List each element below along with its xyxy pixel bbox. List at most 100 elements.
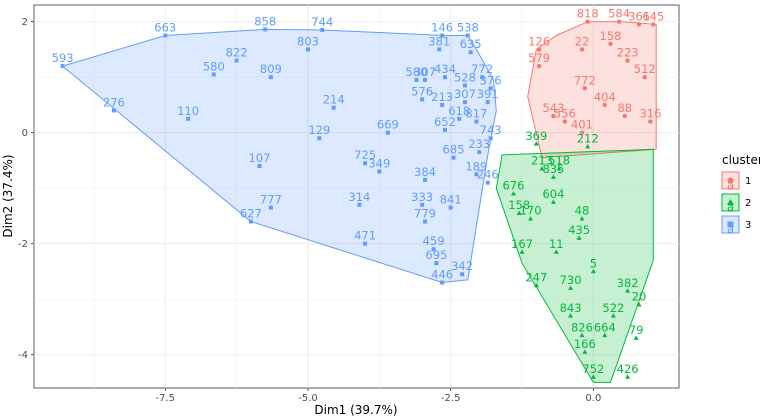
point-marker (516, 210, 522, 215)
point-marker (602, 102, 607, 108)
point-marker (568, 285, 574, 290)
point-marker (111, 108, 116, 113)
point-marker (263, 27, 268, 32)
point-label: 725 (354, 148, 376, 162)
point-label: 391 (477, 87, 499, 101)
point-label: 528 (454, 70, 476, 84)
point-label: 146 (431, 21, 453, 35)
point-marker (539, 166, 545, 171)
legend-label-3: 3 (745, 220, 751, 231)
point-label: 669 (377, 118, 399, 132)
point-label: 189 (465, 159, 487, 173)
point-label: 11 (549, 237, 564, 251)
point-marker (434, 261, 439, 266)
point-marker (422, 177, 427, 182)
point-label: 426 (617, 362, 639, 376)
point-marker (431, 247, 436, 252)
point-marker (457, 116, 462, 121)
point-label: 676 (502, 179, 524, 193)
legend-marker (727, 177, 734, 184)
point-marker (585, 143, 591, 149)
point-marker (317, 136, 322, 141)
legend-label-2: 2 (745, 198, 751, 209)
point-label: 369 (525, 129, 547, 143)
x-tick-label: -5.0 (298, 393, 318, 404)
point-label: 664 (594, 320, 616, 334)
point-label: 635 (460, 37, 482, 51)
point-marker (590, 268, 596, 274)
point-label: 543 (542, 101, 564, 115)
point-marker (651, 22, 656, 27)
point-marker (420, 202, 425, 207)
plot-panel (33, 4, 680, 389)
y-tick-label: 0 (22, 128, 28, 139)
point-marker (550, 174, 556, 179)
point-marker (377, 169, 382, 174)
point-marker (550, 199, 556, 204)
point-label: 307 (414, 65, 436, 79)
point-marker (519, 249, 525, 254)
point-marker (60, 64, 65, 69)
point-label: 307 (454, 87, 476, 101)
point-label: 166 (574, 337, 596, 351)
point-labels: 593 663 858 744 146 538 822 803 381 635 580 809 276 1… (52, 7, 665, 376)
y-tick-label: -4 (18, 350, 28, 361)
point-marker (462, 83, 467, 88)
y-axis-title: Dim2 (37.4%) (1, 154, 15, 237)
point-marker (211, 72, 216, 77)
point-label: 110 (177, 104, 199, 118)
point-marker (579, 332, 585, 338)
point-marker (608, 41, 613, 47)
point-marker (460, 272, 465, 277)
point-label: 88 (617, 101, 632, 115)
point-marker (648, 119, 653, 124)
point-label: 213 (431, 90, 453, 104)
point-label: 772 (471, 62, 493, 76)
point-label: 381 (428, 34, 450, 48)
point-label: 233 (468, 137, 490, 151)
point-marker (625, 288, 631, 293)
point-marker (590, 374, 596, 379)
point-marker (320, 27, 325, 32)
point-marker (480, 75, 485, 80)
point-label: 247 (525, 270, 547, 284)
point-label: 158 (508, 198, 530, 212)
point-label: 584 (608, 7, 630, 21)
point-label: 459 (423, 234, 445, 248)
point-marker (579, 47, 585, 52)
point-marker (477, 150, 482, 155)
point-label: 167 (511, 237, 533, 251)
point-label: 576 (411, 84, 433, 98)
point-label: 246 (477, 168, 499, 182)
point-marker (562, 119, 568, 124)
x-tick-label: 0.0 (585, 393, 601, 404)
point-marker (622, 113, 627, 119)
point-marker (442, 127, 447, 132)
point-label: 376 (480, 73, 502, 87)
point-label: 401 (571, 118, 593, 132)
point-marker (551, 113, 556, 119)
point-label: 817 (465, 107, 487, 121)
point-label: 22 (575, 34, 590, 48)
point-label: 314 (348, 190, 370, 204)
point-label: 604 (542, 187, 564, 201)
point-label: 5 (590, 256, 597, 270)
point-label: 826 (571, 320, 593, 334)
cluster-hulls (61, 21, 657, 383)
point-label: 843 (560, 301, 582, 315)
point-marker (451, 155, 456, 160)
point-label: 471 (354, 229, 376, 243)
point-marker (576, 235, 582, 240)
point-marker (636, 22, 642, 27)
x-tick-label: -7.5 (156, 393, 176, 404)
point-marker (642, 74, 647, 80)
point-label: 512 (634, 62, 656, 76)
point-marker (186, 116, 191, 121)
point-marker (602, 332, 608, 338)
point-marker (579, 216, 585, 221)
point-label: 779 (414, 206, 436, 220)
point-label: 645 (642, 9, 664, 23)
point-marker (582, 349, 588, 354)
legend: cluster a 1a 2a 3 (721, 153, 760, 236)
point-label: 349 (368, 157, 390, 171)
